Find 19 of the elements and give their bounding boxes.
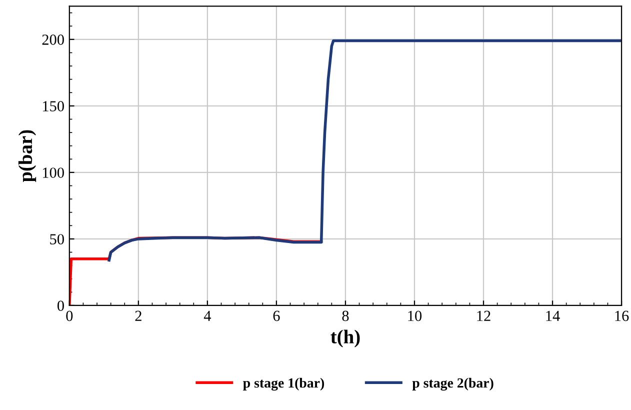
y-tick-label: 0 [57,300,64,311]
x-tick-label: 10 [408,310,422,322]
x-axis-title: t(h) [330,330,360,348]
x-tick-label: 4 [204,310,212,321]
line-series [108,39,622,262]
y-tick-label: 50 [50,234,64,244]
x-tick-label: 2 [135,310,142,321]
y-tick-label: 100 [42,168,64,178]
x-tick-label: 12 [477,310,490,321]
x-tick-label: 16 [615,310,629,322]
y-tick-label: 150 [42,101,64,112]
legend-label: p stage 1(bar) [243,378,324,391]
legend-label: p stage 2(bar) [412,378,494,391]
x-tick-label: 14 [546,310,560,321]
x-tick-label: 6 [273,310,280,322]
y-axis-title: p(bar) [18,130,36,182]
y-tick-label: 200 [42,34,64,45]
x-tick-label: 0 [66,310,73,322]
x-tick-label: 8 [342,310,349,322]
